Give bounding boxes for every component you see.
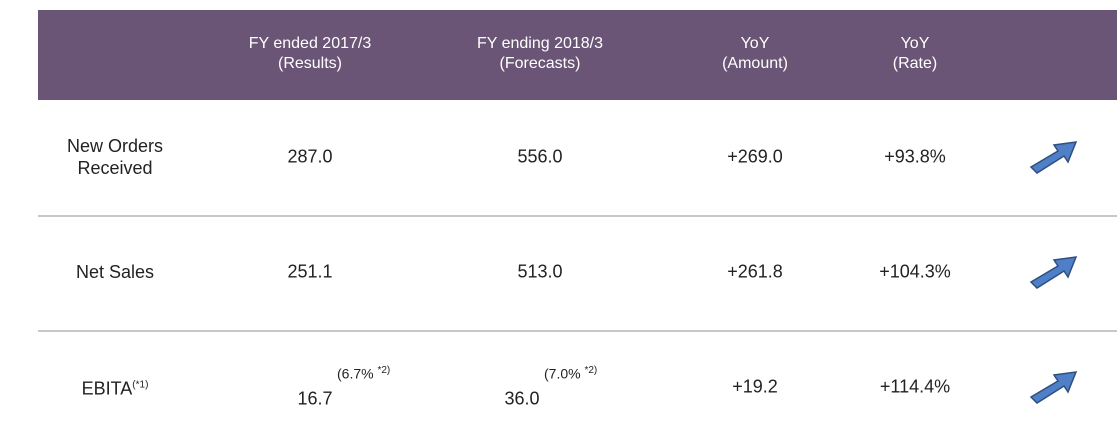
note-ref: *2) [377,365,391,376]
cell-value: +93.8% [884,146,946,167]
arrow-shape [1029,371,1078,404]
row-separator [38,330,1117,332]
cell-value: +19.2 [732,376,778,397]
row-separator [38,215,1117,217]
cell-value: 287.0 [287,146,333,167]
header-line: FY ended 2017/3 [248,35,372,52]
row-label: Net Sales [50,261,180,283]
row-label: EBITA(*1) [50,375,180,400]
row-label-text: Net Sales [75,262,155,282]
trend-arrow [1029,371,1078,404]
arrow-shape [1029,141,1078,174]
header-line: YoY [900,35,930,52]
note-text: (7.0% [544,365,581,382]
column-header: YoY (Amount) [722,34,788,74]
row-label: New Orders Received [50,135,180,179]
arrow-shape [1029,256,1078,289]
cell-note: (6.7% *2) [337,365,390,382]
cell-value: +269.0 [727,146,783,167]
cell-value: 16.7 [297,388,333,409]
header-line: (Amount) [722,55,788,72]
column-header: YoY (Rate) [893,34,937,74]
cell-value: +104.3% [879,261,951,282]
trend-arrow [1029,141,1078,174]
cell-value: 251.1 [287,261,333,282]
header-line: FY ending 2018/3 [476,35,604,52]
note-ref: *2) [584,365,598,376]
cell-value: +114.4% [879,376,951,397]
column-header: FY ending 2018/3 (Forecasts) [477,34,603,74]
cell-note: (7.0% *2) [544,365,597,382]
cell-value: +261.8 [727,261,783,282]
header-line: (Results) [277,55,343,72]
footnote-ref: (*1) [132,379,149,391]
column-header: FY ended 2017/3 (Results) [249,34,371,74]
header-line: (Forecasts) [499,55,581,72]
header-band [38,10,1117,100]
row-label-text: EBITA [81,378,133,399]
row-label-text: New Orders Received [66,136,164,178]
cell-value: 36.0 [504,388,540,409]
note-text: (6.7% [337,365,374,382]
header-line: (Rate) [892,55,938,72]
cell-value: 556.0 [517,146,563,167]
header-line: YoY [740,35,770,52]
trend-arrow [1029,256,1078,289]
cell-value: 513.0 [517,261,563,282]
